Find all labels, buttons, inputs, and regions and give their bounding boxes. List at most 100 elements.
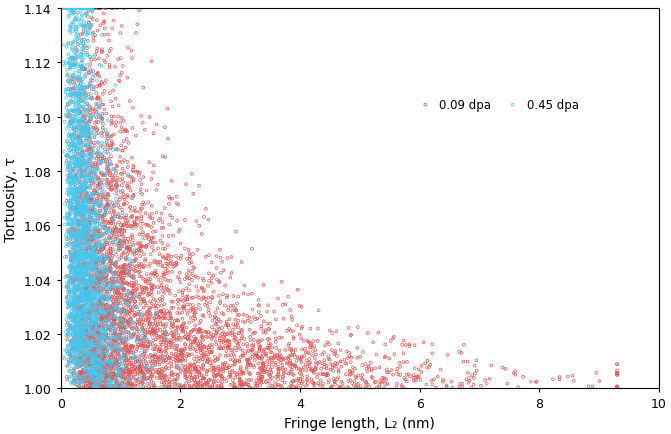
0.09 dpa: [156, 372, 166, 378]
0.09 dpa: [77, 218, 88, 225]
0.45 dpa: [67, 6, 78, 13]
0.09 dpa: [308, 368, 319, 375]
0.09 dpa: [70, 286, 81, 293]
0.09 dpa: [140, 279, 151, 286]
0.09 dpa: [87, 345, 97, 352]
0.09 dpa: [84, 308, 95, 315]
0.45 dpa: [69, 342, 80, 349]
0.45 dpa: [77, 334, 88, 341]
0.09 dpa: [230, 325, 241, 332]
0.09 dpa: [87, 321, 98, 328]
0.09 dpa: [255, 343, 266, 350]
0.09 dpa: [157, 297, 168, 304]
0.09 dpa: [203, 309, 214, 316]
0.09 dpa: [374, 384, 384, 391]
0.09 dpa: [107, 239, 118, 246]
0.09 dpa: [265, 366, 276, 373]
0.09 dpa: [76, 308, 87, 315]
0.09 dpa: [138, 229, 148, 236]
0.45 dpa: [107, 283, 117, 290]
0.45 dpa: [87, 366, 97, 373]
0.45 dpa: [68, 306, 79, 313]
0.09 dpa: [87, 263, 97, 270]
0.45 dpa: [79, 355, 90, 362]
0.09 dpa: [217, 364, 228, 371]
0.09 dpa: [99, 256, 109, 263]
0.09 dpa: [160, 364, 171, 371]
0.09 dpa: [157, 322, 168, 329]
0.09 dpa: [164, 355, 174, 362]
0.45 dpa: [72, 239, 83, 246]
0.09 dpa: [207, 317, 218, 324]
0.45 dpa: [74, 103, 85, 110]
0.45 dpa: [76, 230, 87, 237]
0.09 dpa: [321, 365, 332, 372]
0.09 dpa: [123, 243, 134, 250]
0.45 dpa: [90, 248, 101, 255]
0.45 dpa: [66, 303, 77, 310]
0.09 dpa: [98, 383, 109, 390]
0.09 dpa: [197, 352, 207, 359]
0.09 dpa: [156, 341, 167, 348]
0.09 dpa: [273, 368, 284, 375]
0.45 dpa: [89, 253, 100, 260]
0.09 dpa: [123, 371, 134, 378]
0.45 dpa: [76, 250, 87, 257]
0.45 dpa: [70, 233, 81, 240]
0.09 dpa: [83, 378, 94, 385]
0.09 dpa: [121, 214, 132, 221]
0.09 dpa: [157, 263, 168, 270]
0.45 dpa: [104, 346, 115, 353]
0.09 dpa: [160, 155, 170, 161]
0.09 dpa: [72, 180, 83, 187]
0.09 dpa: [130, 358, 141, 365]
0.45 dpa: [62, 229, 72, 236]
0.09 dpa: [111, 184, 121, 191]
0.09 dpa: [113, 320, 123, 327]
0.09 dpa: [501, 365, 511, 372]
0.09 dpa: [252, 382, 263, 389]
0.45 dpa: [71, 6, 82, 13]
0.45 dpa: [77, 349, 88, 355]
0.09 dpa: [224, 338, 235, 345]
0.09 dpa: [87, 262, 97, 269]
0.09 dpa: [122, 309, 133, 316]
0.09 dpa: [156, 313, 166, 320]
0.45 dpa: [102, 296, 113, 303]
0.09 dpa: [110, 347, 121, 354]
0.09 dpa: [398, 350, 409, 357]
0.45 dpa: [116, 328, 127, 335]
0.45 dpa: [72, 310, 83, 317]
0.09 dpa: [173, 347, 184, 354]
0.09 dpa: [103, 192, 113, 199]
0.09 dpa: [182, 275, 193, 282]
0.09 dpa: [100, 372, 111, 379]
0.09 dpa: [107, 6, 117, 13]
0.09 dpa: [118, 263, 129, 270]
0.45 dpa: [66, 158, 77, 165]
0.09 dpa: [82, 6, 93, 13]
0.09 dpa: [172, 274, 183, 281]
0.09 dpa: [85, 362, 95, 369]
0.09 dpa: [188, 251, 199, 258]
0.09 dpa: [82, 217, 93, 224]
0.45 dpa: [76, 358, 87, 365]
0.45 dpa: [74, 285, 85, 292]
0.09 dpa: [219, 331, 230, 338]
0.45 dpa: [70, 324, 81, 331]
0.45 dpa: [95, 351, 106, 358]
0.45 dpa: [63, 359, 74, 366]
0.45 dpa: [84, 207, 95, 214]
0.09 dpa: [269, 354, 280, 361]
0.09 dpa: [97, 111, 108, 118]
0.45 dpa: [66, 189, 77, 196]
0.09 dpa: [481, 380, 492, 387]
0.09 dpa: [186, 377, 197, 384]
0.45 dpa: [62, 108, 73, 115]
0.09 dpa: [97, 356, 108, 363]
0.09 dpa: [65, 6, 76, 13]
0.09 dpa: [287, 366, 297, 373]
0.09 dpa: [301, 377, 312, 384]
0.09 dpa: [125, 309, 136, 316]
0.09 dpa: [221, 320, 232, 327]
